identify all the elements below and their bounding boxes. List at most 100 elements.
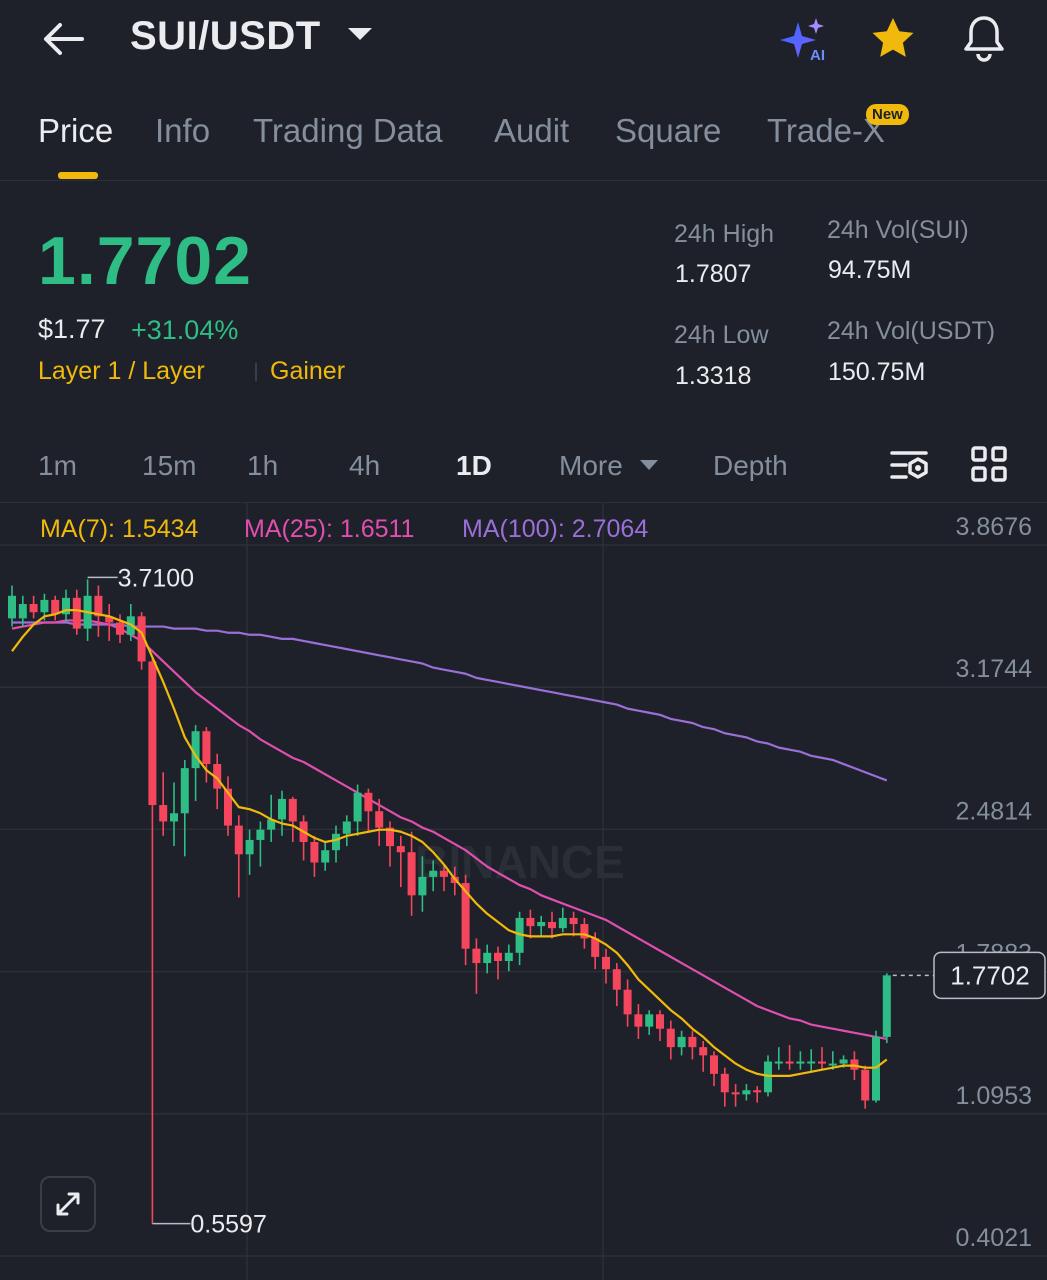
candle-body bbox=[170, 813, 178, 822]
pair-title[interactable]: SUI/USDT bbox=[130, 14, 321, 58]
new-badge: New bbox=[866, 104, 909, 125]
chevron-down-icon[interactable] bbox=[640, 460, 658, 470]
candle-body bbox=[807, 1061, 816, 1064]
candle-body bbox=[396, 846, 405, 853]
candle-body bbox=[526, 917, 535, 927]
candle-body bbox=[472, 948, 481, 964]
candle-body bbox=[742, 1090, 751, 1095]
chart-settings-icon[interactable] bbox=[888, 445, 932, 485]
y-axis-tick-label: 3.8676 bbox=[956, 513, 1032, 541]
candle-body bbox=[796, 1061, 805, 1064]
tab-trade-x[interactable]: Trade-X bbox=[767, 112, 885, 149]
candle-body bbox=[137, 616, 146, 662]
candle-body bbox=[62, 597, 70, 615]
candle-body bbox=[731, 1092, 740, 1095]
price-change-percent: +31.04% bbox=[131, 315, 239, 345]
candle-body bbox=[364, 792, 373, 812]
candle-body bbox=[569, 917, 578, 925]
ma7-line bbox=[11, 609, 888, 1077]
candle-body bbox=[386, 827, 394, 847]
current-price-label: 1.7702 bbox=[950, 960, 1030, 990]
candle-body bbox=[407, 852, 416, 896]
back-arrow-icon[interactable] bbox=[38, 14, 88, 64]
candle-body bbox=[429, 870, 438, 877]
tab-square[interactable]: Square bbox=[615, 112, 722, 149]
candle-body bbox=[213, 764, 222, 789]
candle-body bbox=[375, 811, 384, 828]
candle-body bbox=[288, 798, 297, 822]
interval-1d[interactable]: 1D bbox=[456, 450, 492, 481]
candle-body bbox=[504, 952, 513, 961]
candle-body bbox=[548, 922, 556, 929]
ma7-legend: MA(7): 1.5434 bbox=[40, 515, 199, 543]
tag-separator bbox=[255, 363, 257, 381]
interval-more-button[interactable]: More bbox=[559, 450, 623, 481]
ai-sparkle-icon[interactable]: AI bbox=[778, 14, 834, 64]
favorite-star-icon[interactable] bbox=[868, 14, 918, 64]
low-24h-value: 1.3318 bbox=[675, 362, 752, 390]
last-price: 1.7702 bbox=[38, 223, 252, 299]
candle-body bbox=[234, 825, 243, 855]
candle-body bbox=[332, 833, 340, 851]
candle-body bbox=[191, 731, 200, 769]
pair-dropdown-caret-icon[interactable] bbox=[348, 28, 372, 40]
candle-body bbox=[72, 597, 81, 629]
tab-trading-data[interactable]: Trading Data bbox=[253, 112, 443, 149]
candle-body bbox=[105, 616, 114, 623]
candle-body bbox=[148, 661, 157, 806]
tab-price[interactable]: Price bbox=[38, 112, 114, 149]
candle-body bbox=[753, 1090, 762, 1093]
interval-1h[interactable]: 1h bbox=[247, 450, 279, 481]
layout-grid-icon[interactable] bbox=[970, 445, 1008, 483]
candle-body bbox=[558, 917, 567, 929]
candle-body bbox=[202, 731, 211, 765]
candle-body bbox=[861, 1069, 870, 1101]
candle-body bbox=[353, 792, 362, 822]
interval-1m[interactable]: 1m bbox=[38, 450, 77, 481]
candle-body bbox=[94, 595, 103, 617]
candle-body bbox=[18, 604, 27, 619]
ma25-line bbox=[11, 619, 888, 1041]
candle-body bbox=[483, 952, 492, 964]
y-axis-tick-label: 1.0953 bbox=[956, 1082, 1032, 1110]
gainer-tag[interactable]: Gainer bbox=[270, 357, 346, 385]
candle-body bbox=[785, 1061, 794, 1064]
tab-info[interactable]: Info bbox=[155, 112, 211, 149]
candle-body bbox=[666, 1028, 675, 1048]
tab-divider bbox=[0, 180, 1047, 181]
current-price-tag bbox=[933, 951, 1046, 1000]
candlestick-chart[interactable]: BINANCE 3.86763.17442.48141.78831.09530.… bbox=[0, 503, 1047, 1280]
watermark: BINANCE bbox=[415, 836, 625, 888]
candle-body bbox=[342, 821, 351, 834]
candle-body bbox=[699, 1047, 708, 1056]
candle-body bbox=[180, 768, 189, 814]
tab-audit[interactable]: Audit bbox=[494, 112, 570, 149]
candle-body bbox=[256, 829, 265, 840]
candle-body bbox=[8, 595, 16, 619]
candle-body bbox=[688, 1036, 697, 1048]
volume-usdt-label: 24h Vol(USDT) bbox=[827, 317, 996, 345]
candle-body bbox=[116, 622, 124, 635]
expand-icon bbox=[56, 1192, 80, 1216]
candle-body bbox=[461, 883, 470, 949]
expand-chart-button[interactable] bbox=[40, 1176, 96, 1232]
svg-text:AI: AI bbox=[810, 47, 825, 64]
high-marker-label: 3.7100 bbox=[118, 564, 194, 592]
candle-body bbox=[321, 850, 330, 863]
candle-body bbox=[418, 876, 427, 896]
ma100-line bbox=[12, 621, 888, 782]
low-marker-label: 0.5597 bbox=[190, 1211, 266, 1239]
y-axis-tick-label: 2.4814 bbox=[956, 797, 1033, 825]
category-tag[interactable]: Layer 1 / Layer bbox=[38, 357, 205, 385]
candle-body bbox=[580, 924, 589, 939]
candle-body bbox=[602, 956, 610, 970]
candle-body bbox=[440, 870, 448, 877]
interval-4h[interactable]: 4h bbox=[349, 450, 381, 481]
candle-body bbox=[310, 841, 319, 863]
depth-tab[interactable]: Depth bbox=[713, 450, 788, 481]
candle-body bbox=[40, 599, 49, 613]
interval-15m[interactable]: 15m bbox=[142, 450, 197, 481]
candle-body bbox=[537, 922, 546, 927]
candle-body bbox=[278, 798, 286, 820]
bell-icon[interactable] bbox=[958, 12, 1010, 64]
